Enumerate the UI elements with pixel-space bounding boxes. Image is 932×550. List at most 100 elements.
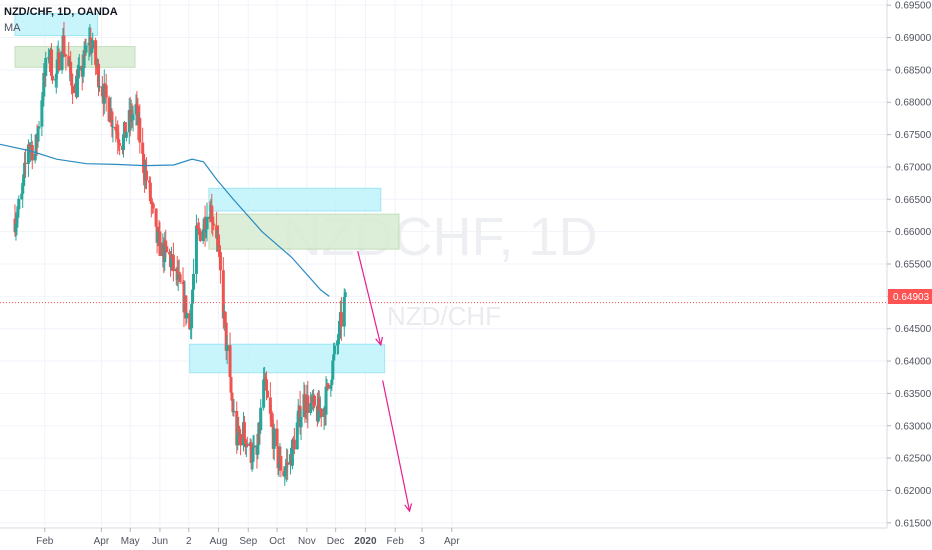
candle-body [295,422,299,450]
price-tick-label: 0.64500 [895,324,932,335]
price-tick-label: 0.65500 [895,260,932,271]
candle-body [211,222,215,224]
candle-body [299,417,303,428]
time-tick-label: Sep [239,536,257,547]
candle-body [259,407,263,431]
candle-body [236,425,240,446]
candle-body [245,443,249,446]
candle-body [15,217,19,224]
candle-body [24,162,28,164]
price-tick-label: 0.68000 [895,98,932,109]
candle-body [21,185,25,194]
candle-body [339,312,343,327]
zone-green [208,213,400,250]
candle-body [218,252,222,271]
candle-body [156,231,160,243]
candle-body [40,100,44,127]
zone-cyan [189,343,386,374]
indicator-label[interactable]: MA [4,22,21,34]
candle-body [285,462,289,468]
candle-body [41,96,45,101]
candle-body [215,225,219,239]
candle-body [62,35,66,54]
candle-body [337,338,341,341]
candle-body [87,42,91,46]
candle-body [184,295,188,319]
price-tick-label: 0.64000 [895,357,932,368]
zones [14,13,400,374]
price-tick-label: 0.67500 [895,130,932,141]
candle-body [116,132,120,140]
time-tick-label: Feb [387,536,405,547]
candle-body [97,63,101,88]
ma-line [0,143,330,297]
price-tick-label: 0.62000 [895,486,932,497]
candle-body [217,237,221,246]
candle-body [221,270,225,319]
candle-body [229,377,233,393]
time-axis[interactable]: Feb Apr May Jun 2 Aug Sep Oct Nov Dec 2020 Feb 3 Apr [0,527,887,547]
candle-body [190,303,194,329]
candle-body [22,174,26,186]
candle-body [198,231,202,241]
candle-body [205,216,209,230]
price-tick-label: 0.68500 [895,65,932,76]
candle-body [201,229,205,241]
candle-body [115,130,119,133]
candle-body [326,383,330,389]
candle-body [163,240,167,263]
candle-body [17,199,21,210]
candle-body [324,386,328,415]
candle-body [250,461,254,463]
candle-body [114,126,118,131]
candle-body [33,153,37,161]
projection-arrow-head [404,503,413,513]
candle-body [192,273,196,290]
candle-body [298,406,302,428]
price-tick-label: 0.62500 [895,454,932,465]
candle-body [117,139,121,144]
candle-body [135,104,139,106]
candle-body [138,117,142,143]
price-tick-label: 0.63500 [895,389,932,400]
candle-body [136,105,140,126]
candle-body [49,49,53,76]
candle-body [77,65,81,71]
candle-body [223,311,227,323]
candle-body [70,73,74,86]
candle-body [275,428,279,447]
candle-body [134,104,138,115]
candle-body [91,40,95,49]
candle-body [230,392,234,401]
price-tick-label: 0.66000 [895,227,932,238]
candle-body [231,400,235,413]
candle-body [286,462,290,465]
candle-body [124,132,128,138]
candle-body [204,229,208,234]
price-tick-label: 0.69000 [895,33,932,44]
candle-body [232,410,236,413]
candle-body [84,45,88,53]
candle-body [197,228,201,232]
candle-body [252,445,256,448]
candle-body [44,57,48,76]
candle-body [158,231,162,256]
candle-body [185,313,189,319]
projection-arrow-shaft [357,250,382,346]
price-axis[interactable]: 0.69500 0.69000 0.68500 0.68000 0.67500 0.670… [886,0,932,529]
candle-body [317,398,321,412]
time-tick-label: Dec [327,536,345,547]
candle-body [195,225,199,229]
candle-body [165,246,169,253]
candle-body [337,320,341,339]
candle-body [265,390,269,398]
candle-body [102,83,106,104]
last-price-tag-bg [888,289,932,304]
candle-body [50,75,54,81]
candle-body [55,59,59,74]
candle-body [89,37,93,54]
candle-body [242,422,246,440]
candle-body [151,203,155,209]
candle-body [237,425,241,435]
